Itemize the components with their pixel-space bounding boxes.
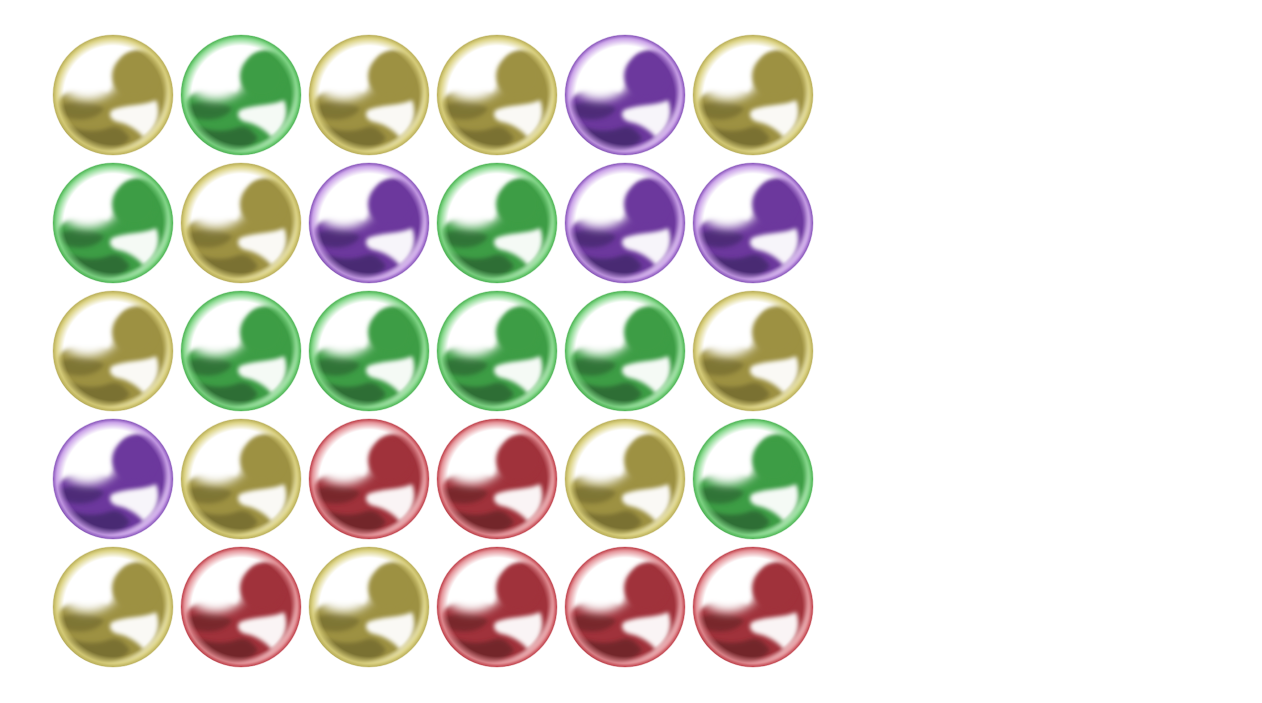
orb-yellow[interactable] bbox=[308, 34, 430, 156]
orb-green[interactable] bbox=[180, 290, 302, 412]
orb-red[interactable] bbox=[564, 546, 686, 668]
orb-purple[interactable] bbox=[564, 162, 686, 284]
orb-yellow[interactable] bbox=[180, 418, 302, 540]
orb-red[interactable] bbox=[180, 546, 302, 668]
orb-yellow[interactable] bbox=[692, 290, 814, 412]
orb-purple[interactable] bbox=[564, 34, 686, 156]
orb-purple[interactable] bbox=[52, 418, 174, 540]
orb-board bbox=[52, 34, 814, 668]
orb-red[interactable] bbox=[692, 546, 814, 668]
orb-yellow[interactable] bbox=[180, 162, 302, 284]
orb-purple[interactable] bbox=[692, 162, 814, 284]
orb-green[interactable] bbox=[436, 290, 558, 412]
orb-green[interactable] bbox=[564, 290, 686, 412]
orb-yellow[interactable] bbox=[52, 546, 174, 668]
orb-yellow[interactable] bbox=[52, 290, 174, 412]
orb-red[interactable] bbox=[436, 418, 558, 540]
orb-green[interactable] bbox=[692, 418, 814, 540]
orb-green[interactable] bbox=[308, 290, 430, 412]
orb-yellow[interactable] bbox=[308, 546, 430, 668]
orb-green[interactable] bbox=[180, 34, 302, 156]
orb-green[interactable] bbox=[436, 162, 558, 284]
orb-yellow[interactable] bbox=[692, 34, 814, 156]
orb-yellow[interactable] bbox=[52, 34, 174, 156]
orb-yellow[interactable] bbox=[436, 34, 558, 156]
orb-purple[interactable] bbox=[308, 162, 430, 284]
orb-red[interactable] bbox=[436, 546, 558, 668]
orb-red[interactable] bbox=[308, 418, 430, 540]
orb-yellow[interactable] bbox=[564, 418, 686, 540]
orb-green[interactable] bbox=[52, 162, 174, 284]
